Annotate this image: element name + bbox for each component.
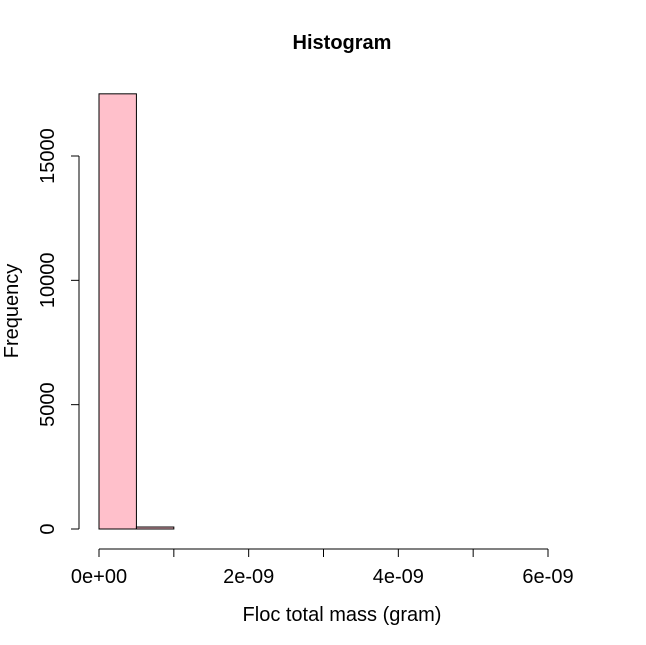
x-tick-label-2: 4e-09 <box>373 566 424 588</box>
y-axis: 0 5000 10000 15000 <box>37 128 80 535</box>
y-tick-label-1: 5000 <box>37 382 59 427</box>
x-axis: 0e+00 2e-09 4e-09 6e-09 <box>71 548 574 588</box>
histogram-bar-1 <box>135 526 175 530</box>
y-tick-label-0: 0 <box>37 523 59 534</box>
y-tick-label-3: 15000 <box>37 128 59 184</box>
x-tick-label-0: 0e+00 <box>71 566 127 588</box>
x-tick-label-1: 2e-09 <box>223 566 274 588</box>
x-axis-label: Floc total mass (gram) <box>243 604 442 626</box>
y-axis-label: Frequency <box>1 264 23 359</box>
chart-title: Histogram <box>293 32 392 54</box>
y-tick-label-2: 10000 <box>37 253 59 309</box>
bars-group <box>98 93 175 530</box>
histogram-bar-0 <box>98 93 137 530</box>
x-tick-label-3: 6e-09 <box>522 566 573 588</box>
